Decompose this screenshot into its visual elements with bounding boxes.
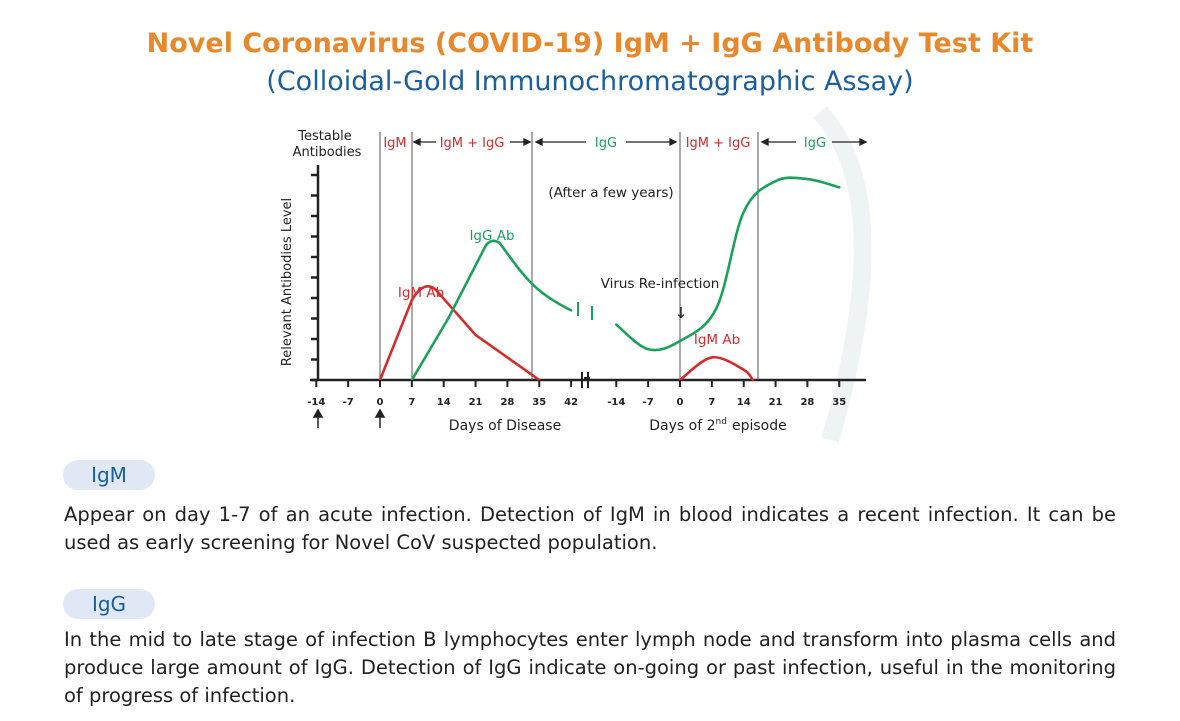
x-disease-tick-label: 14 [437, 397, 451, 408]
igg-curve-2 [615, 176, 841, 352]
phase-arrows [412, 137, 868, 147]
igm-curve-1 [378, 285, 541, 382]
x-axis-label-disease: Days of Disease [449, 418, 561, 434]
top-label-line1: Testable [297, 129, 351, 144]
x-episode-tick-label: -7 [643, 397, 654, 408]
x-axis-label-episode-sup: nd [716, 417, 727, 427]
x-episode-tick-label: -14 [607, 397, 625, 408]
x-disease-tick-label: 35 [532, 397, 546, 408]
x-disease-tick-label: 28 [500, 397, 514, 408]
x-ticks: -14 -7 0 7 14 21 28 35 42 -14 -7 0 7 14 21 28 35 [307, 380, 846, 408]
page-title: Novel Coronavirus (COVID-19) IgM + IgG A… [146, 28, 1034, 59]
x-episode-tick-label: 7 [708, 397, 715, 408]
phase-igm-igg-label-1: IgM + IgG [440, 136, 505, 151]
x-axis-label-episode-post: episode [732, 418, 787, 434]
igg-description: In the mid to late stage of infection B … [64, 628, 1116, 707]
x-axis-label-episode-pre: Days of 2 [649, 418, 715, 434]
page-subtitle: (Colloidal-Gold Immunochromatographic As… [266, 66, 914, 97]
y-axis-label: Relevant Antibodies Level [280, 198, 295, 366]
antibody-chart: -14 -7 0 7 14 21 28 35 42 -14 -7 0 7 14 21 28 35 Testabl… [280, 105, 872, 443]
phase-igm-label: IgM [383, 136, 406, 151]
x-disease-tick-label: -7 [343, 397, 354, 408]
x-disease-tick-label: 21 [469, 397, 483, 408]
igm-ab-label-2: IgM Ab [694, 332, 740, 348]
y-ticks [311, 173, 318, 382]
igg-tag: IgG [63, 589, 155, 619]
watermark-arc [813, 105, 872, 443]
x-axis-break [581, 372, 590, 388]
x-episode-tick-label: 21 [769, 397, 783, 408]
reinfection-arrow: ↓ [675, 304, 688, 322]
x-episode-tick-label: 0 [677, 397, 684, 408]
x-episode-tick-label: 14 [737, 397, 751, 408]
curve-break [577, 302, 593, 320]
series-group [378, 176, 841, 382]
reinfection-note: Virus Re-infection [601, 276, 720, 292]
x-axis-label-episode: Days of 2nd episode [649, 417, 786, 434]
x-disease-tick-label: 7 [408, 397, 415, 408]
igg-curve-1 [410, 239, 573, 382]
phase-lines [379, 132, 759, 380]
igm-description: Appear on day 1-7 of an acute infection.… [64, 503, 1116, 554]
igm-tag: IgM [63, 460, 155, 490]
top-label-line2: Antibodies [293, 145, 362, 160]
x-disease-tick-label: -14 [307, 397, 325, 408]
x-disease-tick-label: 42 [564, 397, 578, 408]
phase-igm-igg-label-2: IgM + IgG [686, 136, 751, 151]
x-episode-tick-label: 35 [832, 397, 846, 408]
x-episode-tick-label: 28 [800, 397, 814, 408]
igm-ab-label-1: IgM Ab [398, 285, 444, 301]
phase-igg-label-1: IgG [595, 136, 617, 151]
igm-curve-2 [678, 356, 755, 382]
baseline-arrows [312, 408, 386, 428]
after-years-note: (After a few years) [548, 185, 673, 201]
phase-igg-label-2: IgG [804, 136, 826, 151]
igg-ab-label: IgG Ab [469, 228, 514, 244]
x-disease-tick-label: 0 [377, 397, 384, 408]
